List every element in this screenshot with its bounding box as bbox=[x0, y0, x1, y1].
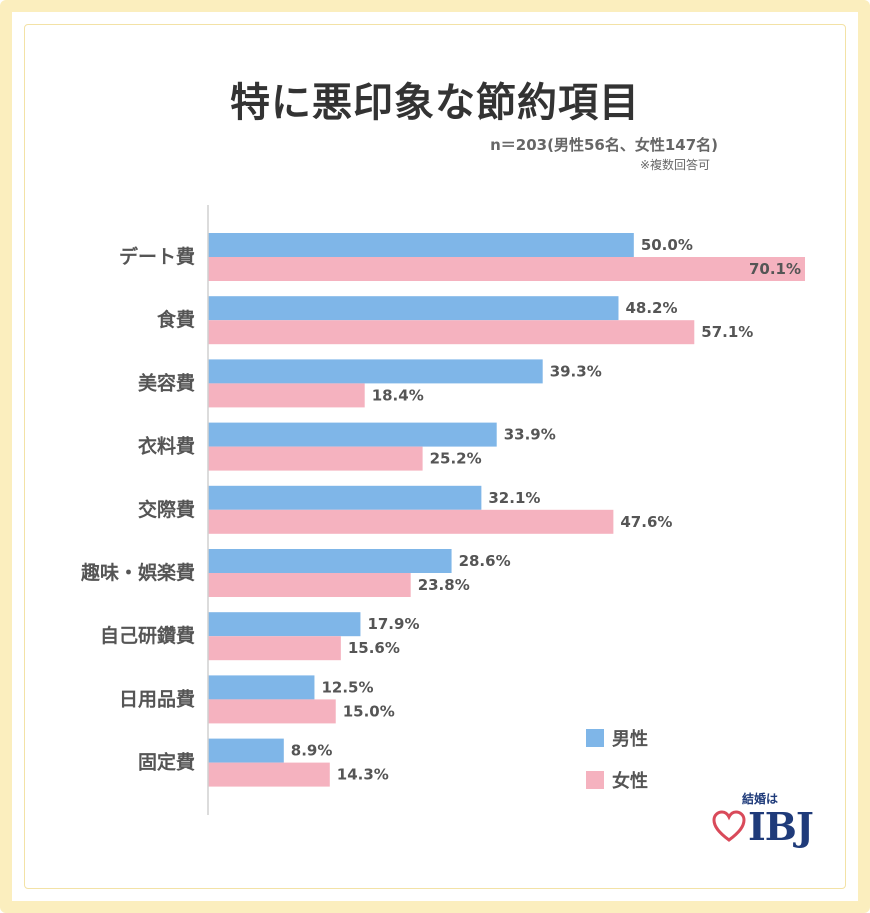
bar-male bbox=[208, 233, 634, 257]
bar-male bbox=[208, 549, 452, 573]
bar-female bbox=[208, 257, 805, 281]
category-label: 交際費 bbox=[138, 498, 195, 521]
legend-label-male: 男性 bbox=[612, 729, 648, 750]
value-label-female: 18.4% bbox=[372, 386, 424, 404]
bar-male bbox=[208, 422, 497, 447]
bar-female bbox=[208, 762, 330, 787]
chart-title: 特に悪印象な節約項目 bbox=[230, 80, 640, 126]
category-label: 美容費 bbox=[138, 371, 195, 394]
heart-icon bbox=[712, 810, 746, 842]
multiple-answer-note: ※複数回答可 bbox=[639, 158, 710, 172]
legend-label-female: 女性 bbox=[612, 771, 648, 792]
legend-item-male: 男性 bbox=[586, 725, 648, 751]
value-label-female: 70.1% bbox=[749, 260, 801, 278]
value-label-male: 48.2% bbox=[625, 299, 677, 317]
category-label: 食費 bbox=[157, 308, 195, 331]
value-label-female: 57.1% bbox=[701, 323, 753, 341]
value-label-male: 28.6% bbox=[459, 552, 511, 570]
value-label-female: 25.2% bbox=[430, 450, 482, 468]
value-label-male: 17.9% bbox=[367, 615, 419, 633]
category-label: 趣味・娯楽費 bbox=[80, 561, 195, 584]
category-label: 日用品費 bbox=[119, 687, 195, 710]
frame-inner-border bbox=[24, 24, 846, 889]
bar-female bbox=[208, 446, 423, 471]
logo-brand: IBJ bbox=[748, 804, 814, 849]
category-label: デート費 bbox=[119, 245, 195, 268]
category-label: 衣料費 bbox=[138, 435, 195, 458]
value-label-male: 32.1% bbox=[488, 489, 540, 507]
value-label-male: 50.0% bbox=[641, 236, 693, 254]
logo-tagline: 結婚は bbox=[742, 792, 779, 806]
bar-female bbox=[208, 383, 365, 408]
bar-male bbox=[208, 612, 361, 637]
bar-male bbox=[208, 359, 543, 384]
value-label-male: 12.5% bbox=[321, 678, 373, 696]
sample-size-note: n＝203(男性56名、女性147名) bbox=[490, 136, 718, 154]
bar-male bbox=[208, 738, 284, 763]
bar-female bbox=[208, 573, 411, 597]
bar-female bbox=[208, 636, 341, 661]
value-label-female: 23.8% bbox=[418, 576, 470, 594]
category-label: 固定費 bbox=[138, 751, 195, 774]
bar-female bbox=[208, 320, 695, 345]
value-label-female: 15.6% bbox=[348, 639, 400, 657]
value-label-male: 8.9% bbox=[291, 742, 333, 760]
value-label-female: 15.0% bbox=[343, 702, 395, 720]
legend-swatch-female bbox=[586, 771, 604, 789]
ibj-logo: 結婚は IBJ bbox=[712, 790, 822, 860]
legend-item-female: 女性 bbox=[586, 767, 648, 793]
value-label-female: 14.3% bbox=[337, 766, 389, 784]
category-label: 自己研鑽費 bbox=[100, 624, 195, 647]
value-label-male: 39.3% bbox=[550, 362, 602, 380]
value-label-male: 33.9% bbox=[504, 426, 556, 444]
value-label-female: 47.6% bbox=[620, 513, 672, 531]
bar-male bbox=[208, 296, 619, 321]
bar-female bbox=[208, 699, 336, 724]
bar-male bbox=[208, 485, 482, 510]
legend-swatch-male bbox=[586, 729, 604, 747]
bar-female bbox=[208, 509, 614, 534]
bar-male bbox=[208, 675, 315, 700]
